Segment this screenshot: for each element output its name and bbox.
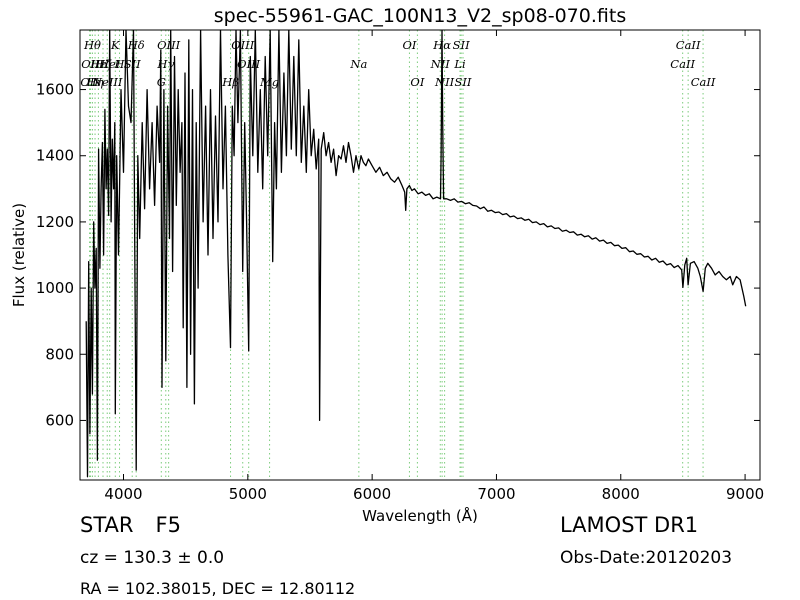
x-tick-label: 4000: [104, 485, 142, 503]
spectral-line-label: Hε: [89, 57, 106, 71]
spectral-line-label: NII: [434, 75, 455, 89]
y-tick-label: 1400: [36, 147, 74, 165]
spectral-line-label: H: [114, 57, 126, 71]
spectral-line-label: SII: [453, 38, 470, 52]
survey-name: LAMOST DR1: [560, 513, 699, 537]
spectral-line-label: Hη: [86, 75, 104, 89]
x-axis-label: Wavelength (Å): [362, 506, 478, 525]
y-tick-label: 800: [45, 345, 74, 363]
y-tick-label: 1600: [36, 81, 74, 99]
spectral-line-label: NeIII: [91, 75, 123, 89]
spectral-line-markers: [89, 30, 704, 480]
object-subclass: F5: [155, 513, 181, 537]
spectral-line-label: Hζ: [94, 57, 112, 71]
x-tick-label: 8000: [602, 485, 640, 503]
spectral-line-label: OIII: [231, 38, 255, 52]
y-axis-label: Flux (relative): [10, 203, 28, 307]
spectral-line-label: SII: [455, 75, 472, 89]
plot-frame: [79, 29, 761, 481]
redshift-readout: cz = 130.3 ± 0.0: [80, 548, 225, 568]
spectral-line-label: Hδ: [127, 38, 145, 52]
coordinates-readout: RA = 102.38015, DEC = 12.80112: [80, 579, 356, 598]
y-tick-label: 1200: [36, 213, 74, 231]
chart-title: spec-55961-GAC_100N13_V2_sp08-070.fits: [214, 5, 626, 27]
x-tick-label: 6000: [353, 485, 391, 503]
spectral-line-label: NII: [430, 57, 451, 71]
spectrum-series-line: [85, 30, 747, 478]
spectral-line-label: K: [110, 38, 121, 52]
y-axis: 600 800 1000 1200 1400 1600: [36, 81, 760, 429]
x-tick-label: 5000: [229, 485, 267, 503]
spectral-line-label: OI: [410, 75, 424, 89]
spectral-line-label: OII: [81, 57, 100, 71]
object-class: STAR F5: [80, 513, 181, 537]
spectral-line-label: CaII: [670, 57, 695, 71]
spectral-line-label: OI: [402, 38, 416, 52]
spectral-line-label: CaII: [691, 75, 716, 89]
y-tick-label: 1000: [36, 279, 74, 297]
spectral-line-label: Li: [453, 57, 466, 71]
spectral-line-label: CaII: [676, 38, 701, 52]
observation-date: Obs-Date:20120203: [560, 548, 733, 568]
x-tick-label: 9000: [726, 485, 764, 503]
spectral-line-label: OII: [80, 75, 99, 89]
object-type: STAR: [80, 513, 134, 537]
spectral-line-label: Hθ: [83, 38, 101, 52]
x-axis: 4000 5000 6000 7000 8000 9000: [104, 30, 764, 503]
spectral-line-label: OIII: [157, 38, 181, 52]
y-tick-label: 600: [45, 411, 74, 429]
x-tick-label: 7000: [477, 485, 515, 503]
spectral-line-label: Na: [349, 57, 367, 71]
